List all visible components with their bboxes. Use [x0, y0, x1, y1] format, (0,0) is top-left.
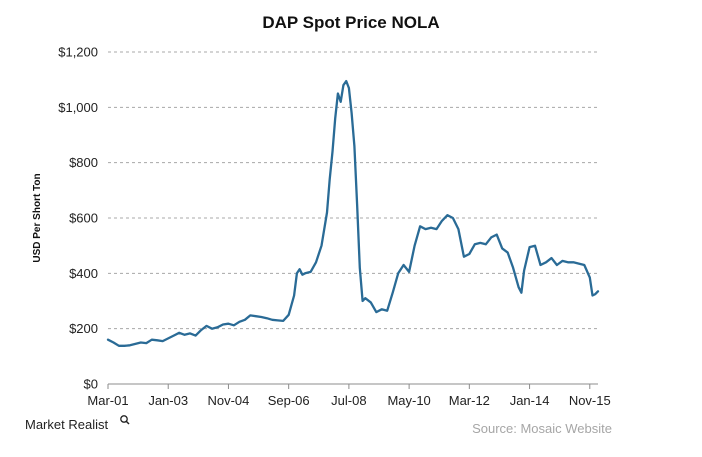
y-tick-label: $1,200	[58, 45, 98, 60]
x-axis-ticks: Mar-01 Jan-03 Nov-04 Sep-06 Jul-08 May-10 Mar-…	[87, 384, 611, 408]
x-tick-label: Jan-03	[148, 393, 188, 408]
market-realist-logo: Market Realist	[25, 415, 130, 432]
x-tick-label: Jan-14	[510, 393, 550, 408]
y-tick-label: $600	[69, 211, 98, 226]
x-tick-label: Nov-15	[569, 393, 611, 408]
source-note: Source: Mosaic Website	[472, 421, 612, 436]
x-tick-label: May-10	[387, 393, 430, 408]
chart-title: DAP Spot Price NOLA	[262, 13, 439, 32]
y-axis-label: USD Per Short Ton	[32, 173, 43, 262]
magnifier-icon	[120, 415, 130, 425]
y-tick-label: $400	[69, 266, 98, 281]
x-tick-label: Mar-01	[87, 393, 128, 408]
x-tick-label: Jul-08	[331, 393, 366, 408]
series-line	[106, 79, 600, 347]
x-tick-label: Mar-12	[449, 393, 490, 408]
y-tick-label: $200	[69, 321, 98, 336]
y-tick-label: $800	[69, 155, 98, 170]
x-tick-label: Nov-04	[207, 393, 249, 408]
x-tick-label: Sep-06	[268, 393, 310, 408]
y-tick-label: $1,000	[58, 100, 98, 115]
brand-text: Market Realist	[25, 417, 108, 432]
series-layer	[106, 79, 600, 347]
grid-lines	[108, 51, 598, 330]
y-axis-ticks: $0 $200 $400 $600 $800 $1,000 $1,200	[58, 45, 98, 392]
y-tick-label: $0	[84, 377, 98, 392]
